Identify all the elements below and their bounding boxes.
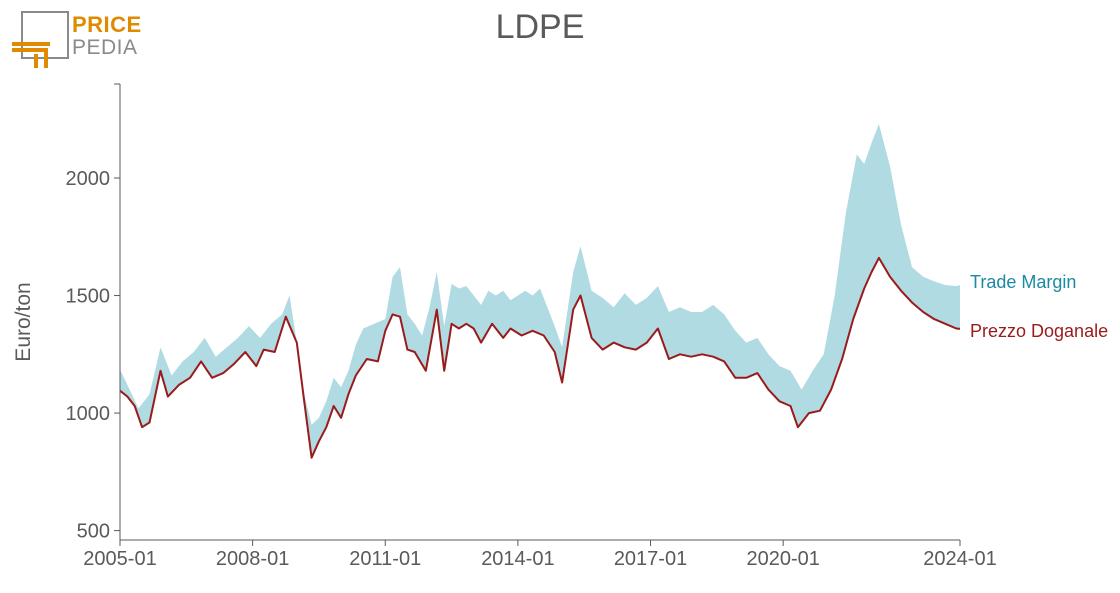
chart-axes: 500 1000 1500 2000 2005-01 2008-01 2011-01 2014… — [12, 83, 997, 570]
y-tick-label: 1000 — [66, 403, 111, 425]
pricepedia-logo: PRICE PEDIA — [10, 10, 145, 74]
x-tick-label: 2024-01 — [923, 548, 996, 570]
logo-mark-icon — [12, 11, 69, 68]
series-labels: Trade Margin Prezzo Doganale — [970, 272, 1108, 341]
x-tick-label: 2020-01 — [746, 548, 819, 570]
prezzo-doganale-line — [119, 256, 961, 459]
y-axis-title: Euro/ton — [12, 282, 35, 361]
x-tick-label: 2014-01 — [481, 548, 554, 570]
y-tick-label: 2000 — [66, 168, 111, 190]
logo-text-pedia: PEDIA — [72, 36, 138, 59]
logo-text-price: PRICE — [72, 12, 142, 37]
logo-orange-mark — [12, 42, 50, 68]
label-trade-margin: Trade Margin — [970, 272, 1076, 292]
label-prezzo-doganale: Prezzo Doganale — [970, 321, 1108, 341]
trade-margin-band — [120, 124, 960, 458]
y-tick-label: 500 — [77, 521, 110, 543]
x-tick-label: 2008-01 — [216, 548, 289, 570]
trade-margin-area — [120, 124, 960, 458]
x-tick-label: 2011-01 — [349, 548, 421, 570]
x-tick-label: 2017-01 — [614, 548, 687, 570]
prezzo-doganale-path — [119, 256, 961, 459]
y-tick-label: 1500 — [66, 286, 111, 308]
x-tick-label: 2005-01 — [83, 548, 156, 570]
chart-title: LDPE — [495, 8, 585, 46]
